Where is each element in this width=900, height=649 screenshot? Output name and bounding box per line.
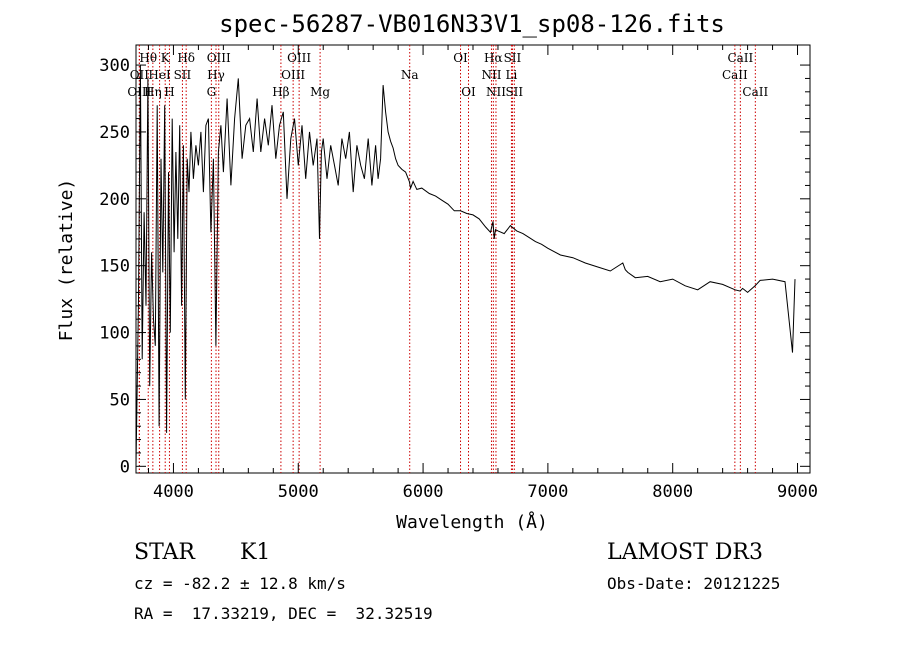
y-tick-label: 0	[120, 457, 130, 477]
spectral-line-label: Li	[506, 68, 518, 82]
plot-frame	[135, 44, 811, 474]
redshift-velocity: cz = -82.2 ± 12.8 km/s	[134, 574, 346, 593]
y-tick-label: 150	[99, 257, 130, 277]
x-tick-label: 6000	[403, 482, 444, 502]
x-tick-label: 9000	[777, 482, 818, 502]
spectral-line-label: OIII	[287, 51, 311, 65]
chart-title: spec-56287-VB016N33V1_sp08-126.fits	[219, 10, 725, 38]
x-tick-label: 8000	[652, 482, 693, 502]
spectral-line-label: Hγ	[207, 68, 225, 82]
spectral-line-label: Na	[401, 68, 419, 82]
spectral-line-label: OII	[130, 68, 150, 82]
y-tick-label: 250	[99, 123, 130, 143]
spectral-line-label: SII	[504, 51, 522, 65]
object-subclass: K1	[240, 540, 271, 565]
y-tick-label: 50	[110, 390, 130, 410]
spectral-line-markers	[138, 45, 756, 473]
survey-name: LAMOST DR3	[607, 540, 763, 565]
object-class: STAR	[134, 540, 195, 565]
x-tick-label: 4000	[153, 482, 194, 502]
spectral-line-label: Hβ	[272, 85, 289, 99]
spectral-line-label: Mg	[310, 85, 330, 99]
spectral-line-label: SII	[505, 85, 523, 99]
observation-date: Obs-Date: 20121225	[607, 574, 781, 593]
spectral-line-label: Hδ	[177, 51, 195, 65]
spectral-line-label: K	[161, 51, 171, 65]
y-tick-label: 200	[99, 190, 130, 210]
spectral-line-label: CaII	[742, 85, 768, 99]
sky-coordinates: RA = 17.33219, DEC = 32.32519	[134, 604, 433, 623]
spectral-line-label: H	[164, 85, 174, 99]
spectral-line-label: OI	[453, 51, 468, 65]
spectral-line-label: Hθ	[139, 51, 157, 65]
spectral-line-label: NII	[481, 68, 501, 82]
y-axis-label: Flux (relative)	[56, 179, 77, 342]
spectral-line-label: CaII	[722, 68, 748, 82]
x-axis-ticks: 4000 5000 6000 7000 8000 9000	[147, 45, 818, 502]
spectral-line-label: OIII	[207, 51, 231, 65]
spectral-line-label: CaII	[727, 51, 753, 65]
y-axis-ticks: 0 50 100 150 200 250 300	[99, 56, 810, 477]
spectral-line-label: G	[207, 85, 217, 99]
spectral-line-label: OI	[461, 85, 476, 99]
x-tick-label: 7000	[527, 482, 568, 502]
y-tick-label: 300	[99, 56, 130, 76]
spectral-line-label: OIII	[281, 68, 305, 82]
y-tick-label: 100	[99, 324, 130, 344]
x-tick-label: 5000	[278, 482, 319, 502]
spectral-line-label: NII	[486, 85, 506, 99]
spectral-line-label: Hη	[144, 85, 162, 99]
x-axis-label: Wavelength (Å)	[396, 511, 548, 533]
spectrum-line	[135, 65, 796, 467]
spectral-line-label: HeI	[148, 68, 171, 82]
spectral-line-label: SII	[174, 68, 192, 82]
spectral-line-label: Hα	[484, 51, 503, 65]
